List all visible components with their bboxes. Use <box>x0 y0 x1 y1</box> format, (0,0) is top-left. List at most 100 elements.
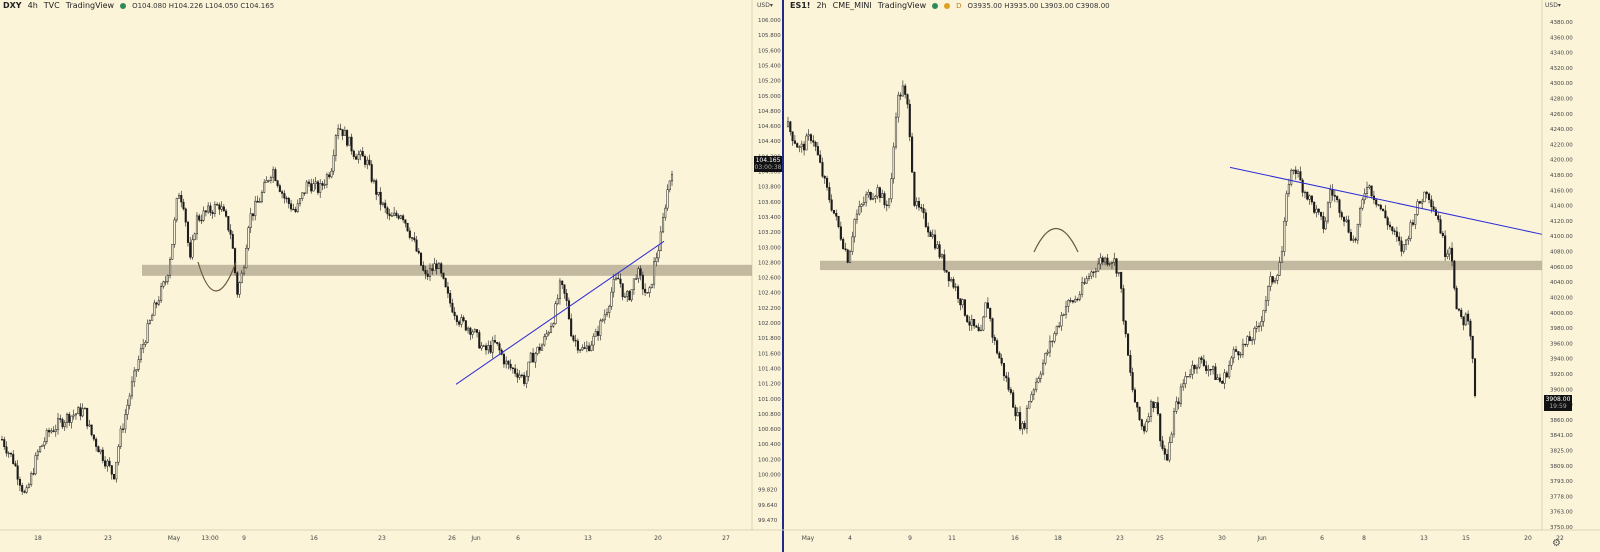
r-x-tick-label: 16 <box>1011 535 1019 542</box>
l-candle-body <box>341 129 344 136</box>
r-candle-body <box>1377 204 1380 206</box>
l-candle-body <box>220 206 223 210</box>
l-candle-body <box>249 213 252 228</box>
r-candle-body <box>869 191 872 200</box>
l-y-tick-label: 105.800 <box>758 33 781 39</box>
r-y-tick-label: 3763.00 <box>1550 510 1573 516</box>
left-price-axis-currency[interactable]: USD▾ <box>757 2 773 9</box>
l-candle-body <box>77 407 80 415</box>
l-candle-body <box>397 215 400 219</box>
l-candle-body <box>343 130 346 136</box>
r-candle-body <box>892 146 895 180</box>
right-low: L3903.00 <box>1040 1 1074 10</box>
r-y-tick-label: 3841.00 <box>1550 433 1573 439</box>
l-candle-body <box>467 327 470 331</box>
l-candle-body <box>171 244 174 260</box>
r-candle-body <box>906 94 909 105</box>
r-candle-body <box>809 134 813 141</box>
l-candle-body <box>623 296 626 298</box>
l-candle-body <box>585 345 588 349</box>
r-candle-body <box>1140 419 1143 427</box>
r-candle-body <box>901 85 904 97</box>
price-axis-background <box>752 0 782 552</box>
r-candle-body <box>933 234 937 249</box>
l-candle-body <box>258 201 261 203</box>
l-candle-body <box>54 429 57 432</box>
l-candle-body <box>88 424 91 427</box>
r-candle-body <box>1437 215 1440 220</box>
r-candle-body <box>1037 378 1040 383</box>
r-candle-body <box>786 121 790 128</box>
r-candle-body <box>1159 413 1162 442</box>
r-candle-body <box>943 254 946 271</box>
r-candle-body <box>821 162 824 177</box>
left-open: O104.080 <box>132 1 167 10</box>
r-candle-body <box>828 187 831 201</box>
r-candle-body <box>1064 306 1068 315</box>
right-symbol[interactable]: ES1! <box>790 1 811 10</box>
l-candle-body <box>572 335 575 341</box>
r-candle-body <box>1016 412 1019 417</box>
l-candle-body <box>541 344 544 351</box>
l-candle-body <box>552 323 555 327</box>
right-price-axis-currency[interactable]: USD▾ <box>1545 2 1561 9</box>
r-y-tick-label: 4240.00 <box>1550 127 1573 133</box>
l-candle-body <box>601 319 604 322</box>
left-symbol[interactable]: DXY <box>3 1 22 10</box>
l-candle-body <box>628 291 631 301</box>
l-candle-body <box>74 413 77 416</box>
l-candle-body <box>520 374 523 377</box>
r-candle-body <box>1067 300 1070 307</box>
l-candle-body <box>637 268 640 279</box>
l-y-tick-label: 105.600 <box>758 48 781 54</box>
l-y-tick-label: 102.800 <box>758 260 781 266</box>
l-x-tick-label: 26 <box>448 535 456 542</box>
r-x-tick-label: May <box>802 535 815 542</box>
l-candle-body <box>83 407 86 410</box>
l-candle-body <box>579 349 582 351</box>
r-candle-body <box>894 116 898 148</box>
l-candle-body <box>301 192 304 199</box>
l-candle-body <box>570 318 573 337</box>
r-candle-body <box>1342 216 1346 222</box>
r-candle-body <box>897 94 900 118</box>
l-candle-body <box>276 180 279 186</box>
r-candle-body <box>837 216 840 227</box>
r-candle-body <box>1060 315 1063 327</box>
r-candle-body <box>1069 300 1072 302</box>
r-y-tick-label: 3750.00 <box>1550 525 1573 531</box>
right-interval[interactable]: 2h <box>816 1 827 10</box>
l-candle-body <box>21 485 24 492</box>
l-candle-body <box>310 183 313 192</box>
r-y-tick-label: 4380.00 <box>1550 20 1573 26</box>
left-high: H104.226 <box>168 1 203 10</box>
r-candle-body <box>1354 238 1357 241</box>
r-candle-body <box>1191 365 1194 375</box>
r-candle-body <box>1462 316 1465 326</box>
r-candle-body <box>1441 232 1444 237</box>
left-last-price-badge: 104.165 03:00:38 <box>754 156 782 172</box>
l-x-tick-label: 20 <box>654 535 662 542</box>
l-candle-body <box>59 418 62 420</box>
r-candle-body <box>1359 208 1362 225</box>
r-candle-body <box>1299 171 1302 181</box>
l-candle-body <box>462 317 465 321</box>
left-interval[interactable]: 4h <box>27 1 38 10</box>
l-candle-body <box>458 321 461 325</box>
l-candle-body <box>646 292 649 294</box>
r-candle-body <box>1444 235 1447 257</box>
l-candle-body <box>617 277 620 280</box>
r-candle-body <box>1136 401 1139 408</box>
r-candle-body <box>1409 222 1412 239</box>
r-candle-body <box>1388 224 1392 228</box>
l-candle-body <box>626 291 629 297</box>
settings-gear-icon[interactable]: ⚙ <box>1552 538 1561 549</box>
l-candle-body <box>296 203 299 212</box>
left-exchange: TVC <box>43 1 60 10</box>
l-candle-body <box>218 204 221 210</box>
r-candle-body <box>977 327 980 332</box>
l-candle-body <box>511 367 514 369</box>
r-candle-body <box>819 154 822 163</box>
r-candle-body <box>1078 294 1081 300</box>
